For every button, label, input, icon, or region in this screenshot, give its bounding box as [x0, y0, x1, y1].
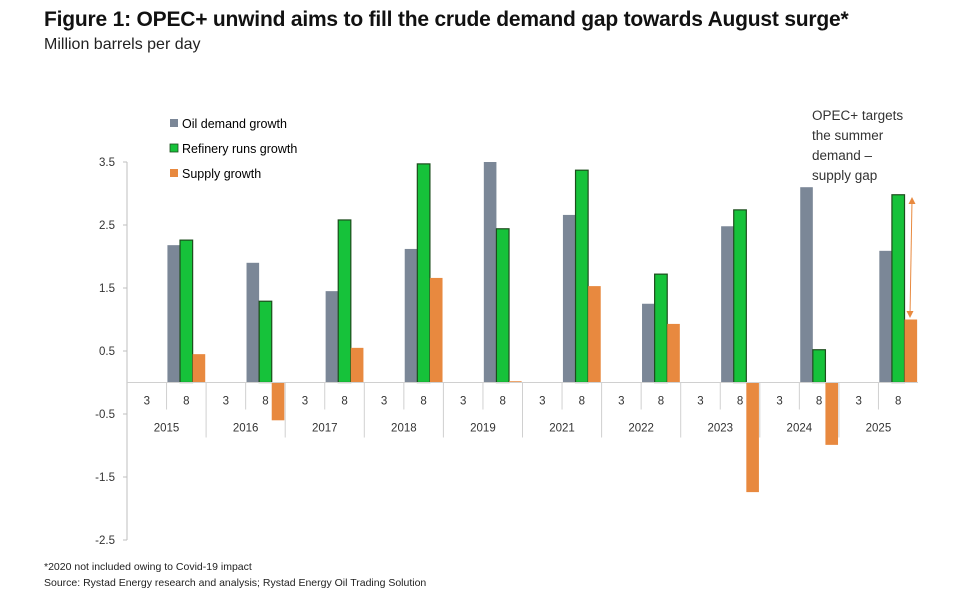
bar-supply-growth	[429, 277, 443, 383]
legend-label-supply: Supply growth	[182, 167, 261, 181]
bar-refinery-runs-growth	[812, 349, 827, 384]
bar-oil-demand-growth	[800, 187, 813, 383]
bar-supply-growth	[746, 382, 759, 493]
year-label: 2017	[312, 423, 338, 435]
bar-oil-demand-growth	[879, 250, 892, 383]
y-tick-label: 2.5	[99, 220, 115, 232]
month-label: 3	[776, 396, 782, 408]
year-label: 2018	[391, 423, 417, 435]
bar-refinery-runs-growth	[891, 194, 906, 384]
month-label: 8	[183, 396, 189, 408]
bar-refinery-runs-growth	[416, 163, 431, 384]
legend-label-demand: Oil demand growth	[182, 117, 287, 131]
y-tick-label: -2.5	[95, 535, 115, 547]
bar-supply-growth	[667, 323, 680, 383]
bar-refinery-runs-growth	[733, 209, 747, 384]
bar-refinery-runs-growth	[337, 219, 352, 384]
month-label: 3	[855, 396, 861, 408]
month-label: 3	[223, 396, 229, 408]
annotation-line: demand –	[812, 148, 873, 163]
y-tick-label: 1.5	[99, 283, 115, 295]
month-label: 3	[697, 396, 703, 408]
legend-swatch-supply	[170, 169, 178, 177]
month-label: 3	[144, 396, 150, 408]
bar-supply-growth	[588, 286, 601, 383]
month-label: 8	[262, 396, 268, 408]
bar-oil-demand-growth	[642, 303, 655, 383]
bar-oil-demand-growth	[562, 214, 576, 383]
legend-swatch-refinery	[169, 143, 179, 153]
bar-supply-growth	[509, 381, 522, 383]
month-label: 8	[420, 396, 426, 408]
source-note: Source: Rystad Energy research and analy…	[44, 577, 427, 589]
year-label: 2016	[233, 423, 259, 435]
month-label: 3	[618, 396, 624, 408]
bar-oil-demand-growth	[483, 162, 497, 383]
bar-refinery-runs-growth	[258, 300, 273, 384]
month-label: 3	[460, 396, 466, 408]
bar-refinery-runs-growth	[179, 239, 194, 384]
legend-label-refinery: Refinery runs growth	[182, 142, 297, 156]
annotation-line: the summer	[812, 128, 884, 143]
y-tick-label: -0.5	[95, 409, 115, 421]
bar-refinery-runs-growth	[495, 228, 510, 384]
bar-supply-growth	[904, 319, 918, 383]
year-label: 2019	[470, 423, 496, 435]
year-label: 2022	[628, 423, 654, 435]
y-tick-label: -1.5	[95, 472, 115, 484]
month-label: 8	[816, 396, 822, 408]
month-label: 8	[341, 396, 347, 408]
month-label: 8	[895, 396, 901, 408]
year-label: 2024	[787, 423, 813, 435]
bar-refinery-runs-growth	[654, 273, 668, 384]
year-label: 2021	[549, 423, 575, 435]
bar-supply-growth	[350, 347, 364, 383]
bar-supply-growth	[192, 354, 206, 383]
bar-supply-growth	[271, 382, 285, 421]
month-label: 8	[500, 396, 506, 408]
bar-refinery-runs-growth	[574, 169, 589, 384]
chart-subtitle: Million barrels per day	[44, 36, 201, 53]
month-label: 3	[539, 396, 545, 408]
annotation: OPEC+ targets the summer demand – supply…	[812, 108, 916, 318]
footnote: *2020 not included owing to Covid-19 imp…	[44, 561, 252, 573]
month-label: 8	[737, 396, 743, 408]
y-tick-label: 0.5	[99, 346, 115, 358]
bar-oil-demand-growth	[246, 262, 260, 383]
bar-oil-demand-growth	[404, 248, 418, 383]
chart-title: Figure 1: OPEC+ unwind aims to fill the …	[44, 8, 849, 31]
bar-oil-demand-growth	[325, 291, 339, 383]
gap-arrow	[906, 197, 916, 318]
bar-oil-demand-growth	[721, 226, 734, 383]
month-label: 8	[658, 396, 664, 408]
legend: Oil demand growth Refinery runs growth S…	[169, 117, 297, 181]
year-label: 2023	[707, 423, 733, 435]
bar-supply-growth	[825, 382, 839, 445]
annotation-line: OPEC+ targets	[812, 108, 903, 123]
legend-swatch-demand	[170, 119, 178, 127]
annotation-line: supply gap	[812, 168, 877, 183]
year-label: 2025	[866, 423, 892, 435]
month-label: 3	[381, 396, 387, 408]
y-tick-label: 3.5	[99, 157, 115, 169]
bar-oil-demand-growth	[167, 245, 181, 383]
month-label: 8	[579, 396, 585, 408]
year-label: 2015	[154, 423, 180, 435]
month-label: 3	[302, 396, 308, 408]
